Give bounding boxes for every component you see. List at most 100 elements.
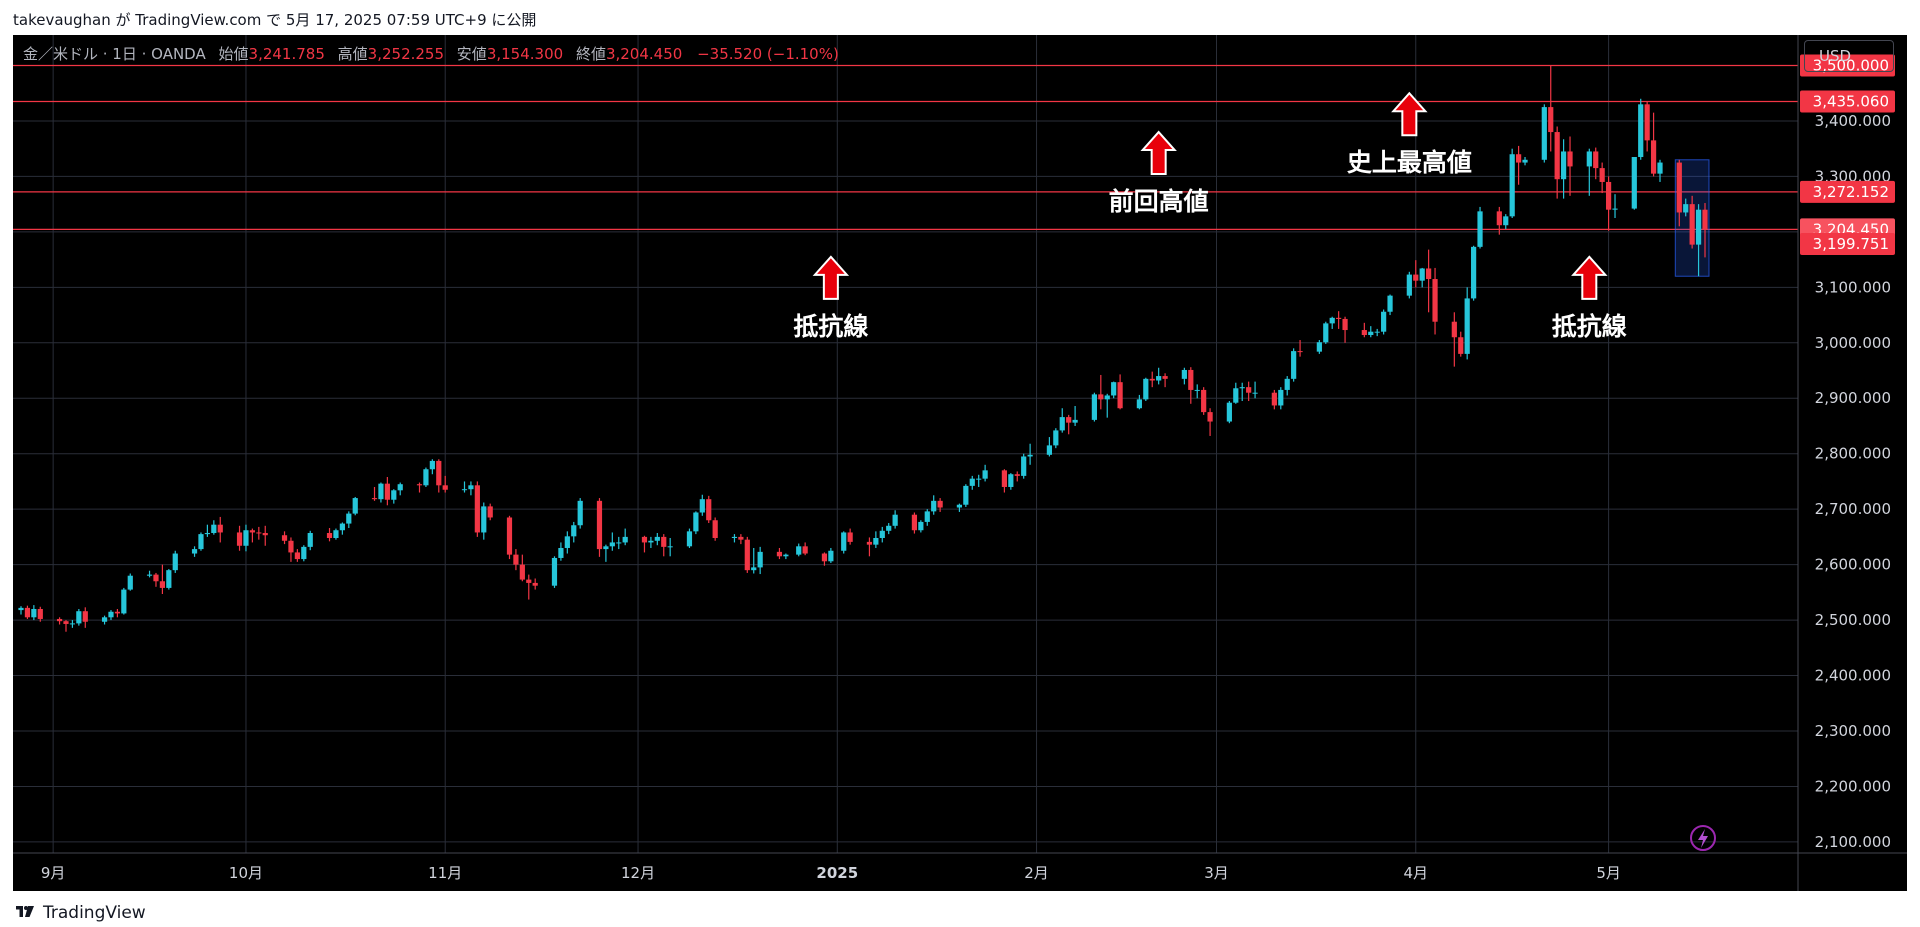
candle-body [641, 536, 648, 543]
candle-body [461, 489, 468, 491]
candle-body [37, 608, 43, 619]
candle-body [159, 581, 166, 588]
price-tag [1800, 180, 1895, 203]
price-tag-label: 3,500.000 [1813, 57, 1889, 75]
candle-body [1291, 351, 1297, 379]
candle-body [1188, 369, 1194, 390]
annotation-label: 史上最高値 [1347, 148, 1472, 177]
axes: 3,500.0003,400.0003,300.0003,200.0003,10… [13, 35, 1907, 891]
candle-body [1426, 268, 1432, 280]
candle-body [1471, 246, 1477, 299]
candle-body [468, 485, 474, 490]
candle-body [526, 579, 532, 583]
annotation-label: 抵抗線 [793, 312, 868, 341]
candle-body [1201, 389, 1207, 413]
candle-body [1136, 399, 1142, 409]
candle-body [352, 498, 358, 514]
price-tag [1800, 233, 1895, 256]
candle-body [1336, 317, 1342, 319]
candle-body [1432, 279, 1438, 322]
candle-body [1503, 216, 1509, 226]
candle-body [1053, 430, 1059, 446]
low-value: 3,154.300 [486, 45, 564, 63]
candle-body [1541, 107, 1547, 160]
candle-body [301, 546, 307, 560]
candle-body [532, 582, 538, 586]
y-tick-label: 2,200.000 [1815, 777, 1891, 795]
candle-body [841, 532, 847, 551]
candle-body [712, 520, 718, 539]
candle-body [1046, 445, 1052, 455]
y-tick-label: 2,900.000 [1815, 389, 1891, 407]
candle-body [892, 514, 898, 526]
footer-brand[interactable]: TradingView [13, 903, 146, 923]
candle-body [1631, 157, 1637, 209]
candle-body [191, 549, 198, 554]
candle-body [1374, 331, 1380, 333]
candle-body [1239, 387, 1245, 389]
candle-body [558, 547, 564, 558]
candle-body [211, 524, 217, 534]
footer-brand-label: TradingView [43, 903, 146, 923]
annotation-label: 前回高値 [1109, 187, 1209, 216]
candle-body [1329, 317, 1335, 324]
candle-body [371, 498, 378, 500]
currency-button[interactable]: USD [1804, 40, 1894, 72]
candle-body [918, 521, 924, 531]
candle-body [551, 557, 558, 586]
candle-body [18, 607, 24, 611]
candle-body [1406, 274, 1412, 296]
candle-body [236, 532, 243, 546]
x-tick-label: 5月 [1596, 864, 1621, 882]
candle-body [243, 530, 249, 546]
x-tick-label: 11月 [428, 864, 462, 882]
candle-body [1246, 387, 1252, 393]
candle-body [1683, 204, 1689, 213]
candle-body [101, 617, 108, 622]
candle-body [1021, 456, 1027, 476]
candle-body [474, 485, 480, 533]
candle-body [1593, 151, 1599, 169]
y-tick-label: 3,100.000 [1815, 278, 1891, 296]
candle-body [667, 546, 673, 548]
symbol-info: 金／米ドル · 1日 · OANDA 始値3,241.785 高値3,252.2… [23, 43, 839, 64]
x-tick-label: 10月 [229, 864, 263, 882]
candle-body [1657, 162, 1663, 174]
candle-body [1233, 388, 1239, 403]
y-tick-label: 3,400.000 [1815, 112, 1891, 130]
candle-body [1091, 394, 1097, 420]
candles [18, 65, 1708, 632]
x-tick-label: 2月 [1024, 864, 1049, 882]
candle-body [217, 524, 223, 533]
candle-body [506, 517, 513, 555]
candle-body [198, 534, 204, 550]
candle-body [281, 535, 288, 541]
candle-body [1387, 295, 1393, 312]
candle-body [82, 611, 88, 622]
candle-body [1143, 378, 1149, 400]
x-tick-label: 12月 [621, 864, 655, 882]
candle-body [956, 504, 963, 508]
candle-body [686, 531, 693, 547]
candle-body [391, 490, 397, 500]
candle-body [866, 541, 873, 545]
candle-body [1554, 132, 1560, 180]
y-tick-label: 2,400.000 [1815, 667, 1891, 685]
candle-body [249, 530, 255, 533]
grid [13, 35, 1798, 853]
candle-body [616, 542, 622, 544]
candle-body [751, 567, 757, 571]
y-tick-label: 2,600.000 [1815, 556, 1891, 574]
candle-body [1284, 378, 1290, 390]
horizontal-levels [13, 64, 1798, 231]
candle-body [1419, 268, 1425, 281]
high-label: 高値 [337, 45, 368, 63]
symbol-name: 金／米ドル · 1日 · OANDA [23, 45, 206, 63]
candle-body [1008, 474, 1014, 487]
candle-body [603, 546, 609, 550]
lightning-icon [1690, 825, 1716, 851]
y-tick-label: 2,300.000 [1815, 722, 1891, 740]
candle-body [699, 499, 705, 513]
